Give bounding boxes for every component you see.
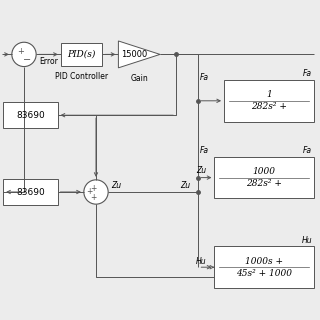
Bar (214, 157, 314, 198)
Bar (3, 102, 58, 128)
Text: Zu: Zu (111, 181, 122, 190)
Text: Zu: Zu (196, 166, 207, 175)
Text: 282s² +: 282s² + (246, 179, 282, 188)
Text: 282s² +: 282s² + (251, 102, 287, 111)
Text: 83690: 83690 (16, 188, 45, 196)
Bar (61, 43, 102, 66)
Text: Fa: Fa (200, 73, 209, 82)
Text: 1000s +: 1000s + (245, 257, 283, 266)
Text: −: − (22, 54, 31, 65)
Text: 15000: 15000 (121, 50, 147, 59)
Text: Hu: Hu (301, 236, 312, 245)
Text: Zu: Zu (180, 181, 191, 190)
Text: Fa: Fa (303, 146, 312, 155)
Text: Hu: Hu (196, 257, 207, 266)
Bar (224, 80, 314, 122)
Text: +: + (86, 188, 93, 196)
Polygon shape (118, 41, 160, 68)
Text: 83690: 83690 (16, 111, 45, 120)
Text: Error: Error (39, 57, 58, 66)
Text: 1: 1 (266, 90, 272, 99)
Bar (3, 179, 58, 205)
Text: Gain: Gain (130, 74, 148, 83)
Text: +: + (17, 47, 24, 56)
Circle shape (12, 42, 36, 67)
Text: Fa: Fa (303, 69, 312, 78)
Text: PID(s): PID(s) (68, 50, 96, 59)
Text: +: + (90, 184, 97, 193)
Bar (214, 246, 314, 288)
Text: 45s² + 1000: 45s² + 1000 (236, 269, 292, 278)
Text: 1000: 1000 (252, 167, 276, 176)
Text: PID Controller: PID Controller (55, 72, 108, 81)
Text: +: + (90, 193, 97, 202)
Text: Fa: Fa (200, 146, 209, 155)
Circle shape (84, 180, 108, 204)
